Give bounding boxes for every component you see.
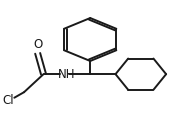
Text: Cl: Cl xyxy=(3,94,14,107)
Text: NH: NH xyxy=(58,68,76,81)
Text: O: O xyxy=(33,38,42,51)
